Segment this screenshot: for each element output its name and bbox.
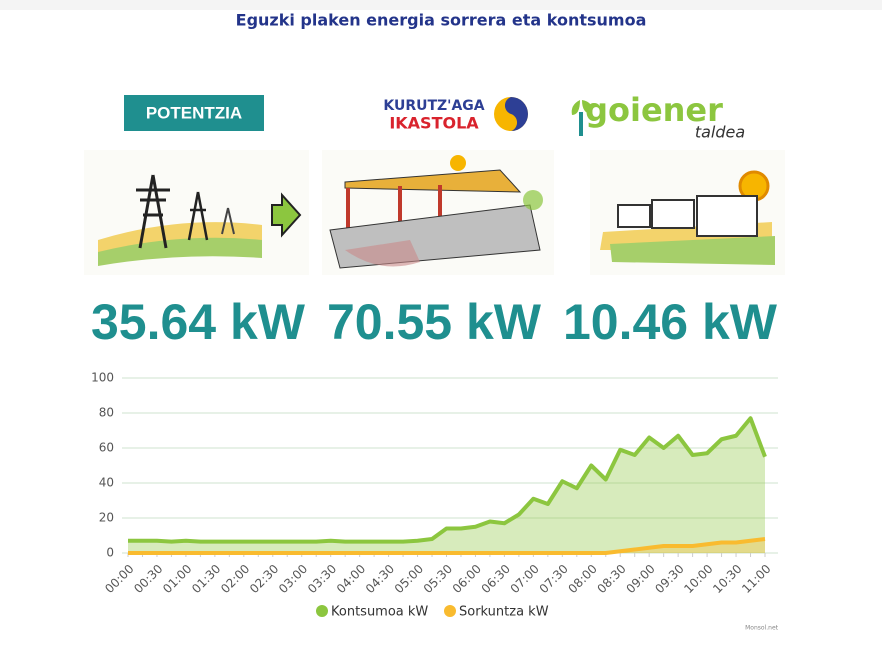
top-bar [0,0,882,10]
x-tick-label: 01:00 [160,562,194,596]
x-tick-label: 01:30 [189,562,223,596]
x-tick-label: 06:00 [450,562,484,596]
y-tick-label: 20 [99,511,114,525]
x-tick-label: 04:30 [363,562,397,596]
x-tick-label: 11:00 [739,562,773,596]
footer: Monsol.net [745,625,779,632]
y-tick-label: 0 [106,546,114,560]
y-tick-label: 80 [99,406,114,420]
line [128,416,767,544]
x-tick-label: 07:00 [508,562,542,596]
school-illustration [322,150,554,275]
badge-box [124,95,264,131]
chart: 0 20 40 60 80 100 00:0000:3001:0001:3002:0002:… [91,371,778,620]
legend-label: Kontsumoa kW [331,605,428,620]
x-tick-label: 04:00 [334,562,368,596]
x-tick-label: 08:00 [566,562,600,596]
logo-text: KURUTZ'AGA [383,98,484,114]
logo-text: goiener [585,91,723,129]
x-tick-label: 00:30 [131,562,165,596]
x-tick-label: 07:30 [537,562,571,596]
legend-swatch [316,605,328,617]
y-tick-label: 100 [91,371,114,385]
logo-text: taldea [695,123,745,142]
logo-icon [571,100,593,115]
reading: 35.64 kW [91,294,306,350]
pylons-illustration [84,150,309,275]
logo-icon [579,112,583,136]
x-tick-label: 09:00 [623,562,657,596]
x-tick-label: 02:00 [218,562,252,596]
x-tick-label: 10:00 [681,562,715,596]
x-tick-label: 00:00 [102,562,136,596]
logo-text: IKASTOLA [389,114,479,133]
x-tick-label: 08:30 [594,562,628,596]
y-tick-label: 60 [99,441,114,455]
x-tick-label: 05:30 [421,562,455,596]
title: Eguzki plaken energia sorrera eta kontsu… [236,11,647,30]
y-tick-label: 40 [99,476,114,490]
legend-swatch [444,605,456,617]
badge: POTENTZIA [146,103,242,122]
x-tick-label: 06:30 [479,562,513,596]
x-tick-label: 03:00 [276,562,310,596]
logo-icon [504,97,528,131]
solar-illustration [590,150,785,275]
reading: 10.46 kW [563,294,778,350]
x-tick-label: 02:30 [247,562,281,596]
x-tick-label: 09:30 [652,562,686,596]
x-tick-label: 05:00 [392,562,426,596]
area [128,418,765,553]
line [128,537,766,555]
reading: 70.55 kW [327,294,542,350]
area [128,539,765,553]
x-tick-label: 10:30 [710,562,744,596]
legend-label: Sorkuntza kW [459,605,549,620]
x-tick-label: 03:30 [305,562,339,596]
